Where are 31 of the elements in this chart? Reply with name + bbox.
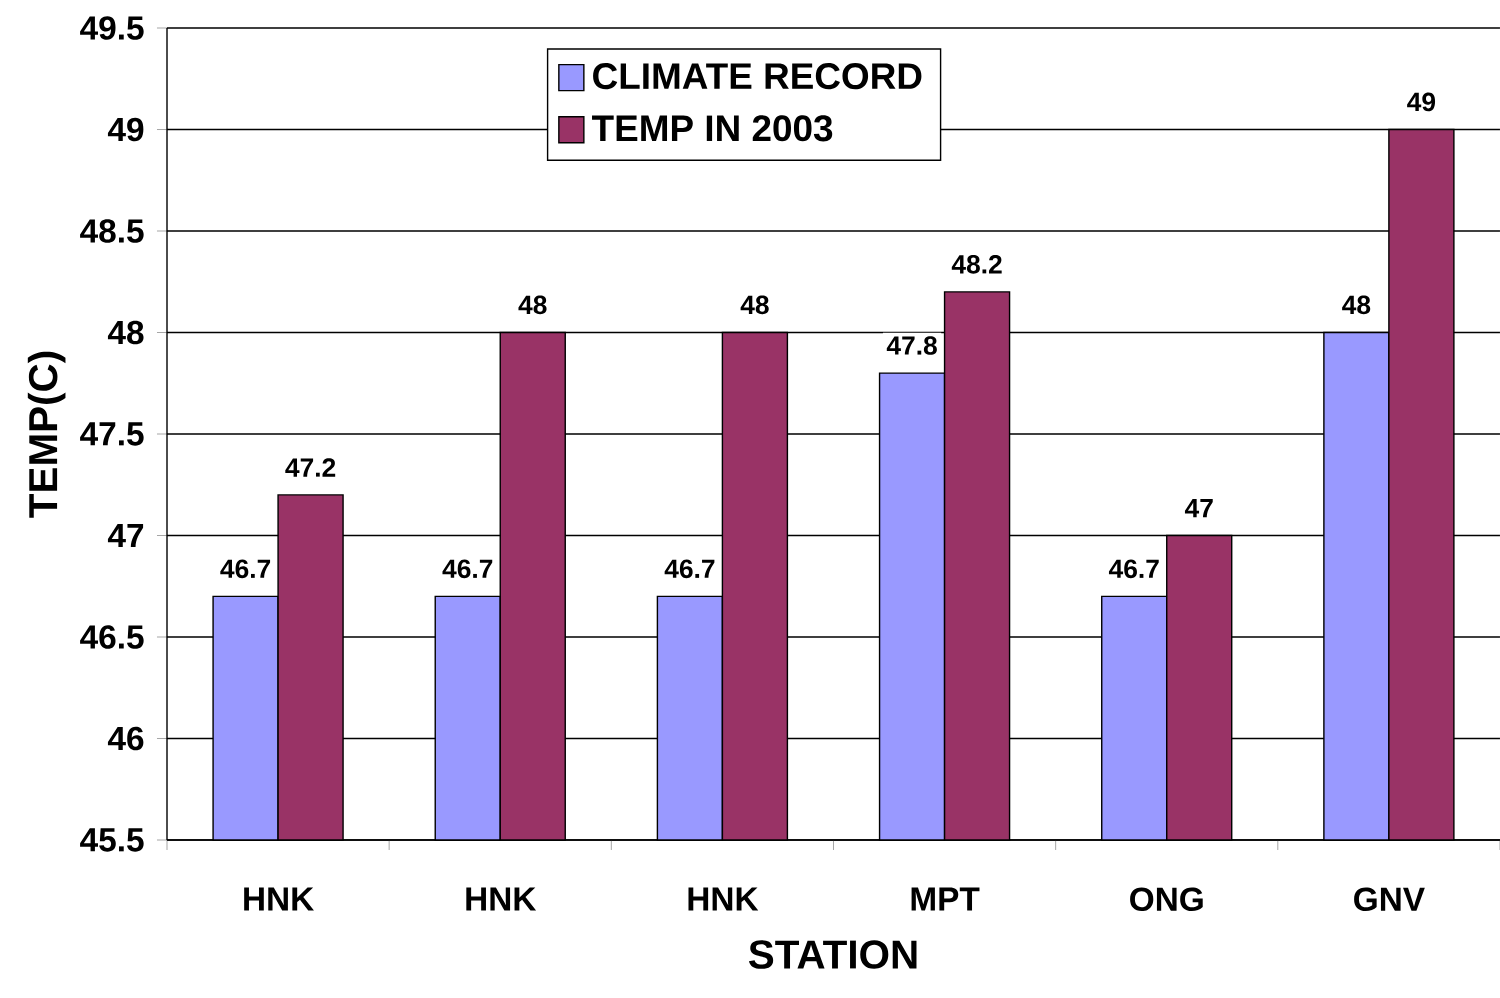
data-label: 48.2 [951, 254, 1002, 274]
y-tick-label: 45.5 [80, 828, 144, 852]
data-label: 47.8 [886, 336, 937, 355]
data-label: 48 [518, 295, 547, 315]
x-tick-label: ONG [1130, 887, 1203, 912]
y-tick-label: 48 [107, 320, 144, 345]
data-label: 48 [740, 295, 769, 315]
x-tick-label: GNV [1354, 887, 1425, 912]
data-label: 46.7 [664, 559, 715, 579]
x-tick-label: HNK [466, 887, 537, 911]
y-tick-label: 46.5 [80, 625, 144, 649]
data-label: 48 [1342, 295, 1371, 315]
y-tick-label: 49.5 [80, 16, 144, 40]
x-tick-label: MPT [911, 887, 980, 911]
legend-label: CLIMATE RECORD [593, 63, 922, 90]
y-tick-label: 47.5 [80, 422, 144, 446]
y-tick-label: 46 [107, 726, 144, 751]
y-tick-label: 48.5 [80, 219, 144, 243]
data-label: 49 [1407, 92, 1436, 112]
data-label: 47 [1184, 499, 1213, 518]
y-tick-label: 49 [107, 117, 144, 142]
y-axis-title: TEMP(C) [27, 351, 66, 518]
data-label: 47.2 [285, 458, 336, 477]
x-tick-label: HNK [244, 887, 314, 911]
legend-label: TEMP IN 2003 [592, 115, 833, 142]
x-tick-label: HNK [688, 887, 759, 911]
data-label: 46.7 [442, 559, 493, 579]
y-tick-label: 47 [107, 524, 144, 547]
data-label: 46.7 [220, 559, 271, 579]
x-axis-title: STATION [748, 940, 917, 969]
data-label: 46.7 [1108, 559, 1159, 579]
